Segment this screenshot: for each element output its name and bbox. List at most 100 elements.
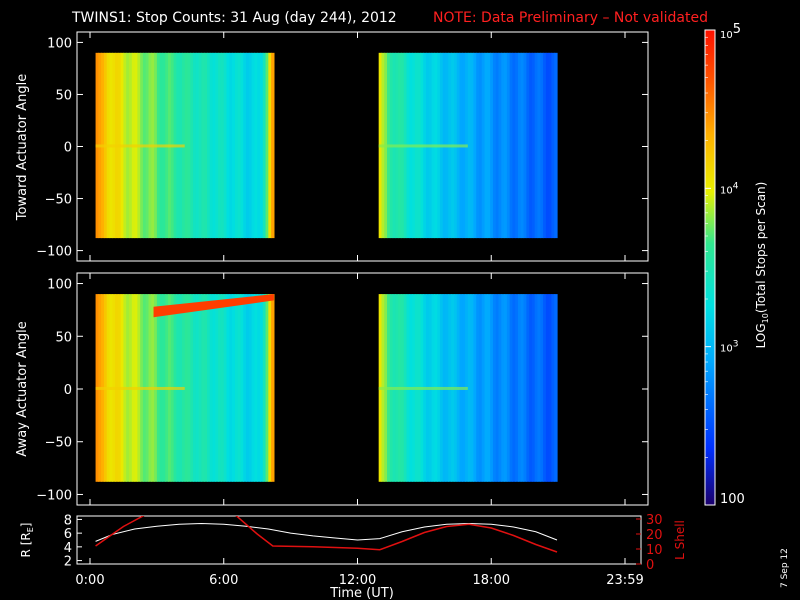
away-y-label: Away Actuator Angle [15,321,30,456]
colorbar-tick-exponent: 3 [733,340,739,350]
heatmap-cell [504,52,508,239]
heatmap-cell [246,52,250,239]
y-tick-label: −50 [45,193,72,208]
heatmap-cell [234,294,239,482]
colorbar-label-log: LOG [754,323,768,348]
radius-label-sub: E [26,527,35,532]
radius-label-main: R [R [19,532,33,557]
heatmap-cell [209,294,214,482]
heatmap-cell [523,294,527,482]
heatmap-cell [262,294,267,482]
toward-heatmap [95,52,558,239]
zero-angle-stripe [378,144,468,148]
toward-y-axis: 100 50 0 −50 −100 [36,32,648,261]
l-shell-tick-label: 30 [646,513,663,528]
away-panel: 100 50 0 −50 −100 Away Actuator Angle [15,272,649,506]
heatmap-cell [518,294,522,482]
heatmap-cell [254,52,258,239]
heatmap-cell [190,294,194,482]
heatmap-cell [490,52,494,239]
heatmap-cell [487,52,491,239]
y-tick-label: 0 [64,383,72,398]
heatmap-cell [534,294,539,482]
heatmap-cell [531,294,536,482]
heatmap-cell [201,52,205,239]
heatmap-cell [509,294,514,482]
heatmap-cell [215,294,219,482]
time-tick-label: 6:00 [209,573,238,588]
time-tick-label: 12:00 [339,573,376,588]
heatmap-cell [526,52,530,239]
radius-axis-label: R [RE] [19,523,35,558]
colorbar-tick-label: 104 [720,181,739,196]
heatmap-cell [484,294,488,482]
heatmap-cell [265,294,269,482]
radius-line [95,523,558,542]
heatmap-cell [554,294,558,482]
radius-tick-label: 6 [64,527,72,542]
heatmap-cell [251,52,256,239]
heatmap-cell [240,52,244,239]
heatmap-cell [248,294,253,482]
heatmap-cell [229,294,233,482]
heatmap-cell [540,294,544,482]
heatmap-cell [240,294,244,482]
heatmap-cell [512,294,516,482]
time-axis-label: Time (UT) [329,586,394,600]
chart-title: TWINS1: Stop Counts: 31 Aug (day 244), 2… [71,10,397,26]
heatmap-cell [543,52,547,239]
heatmap-cell [554,52,558,239]
y-tick-label: 50 [55,330,72,345]
heatmap-cell [271,294,275,482]
heatmap-cell [232,294,236,482]
colorbar-tick-base: 100 [720,492,745,507]
heatmap-cell [223,52,228,239]
heatmap-cell [498,52,502,239]
heatmap-cell [254,294,258,482]
away-y-axis: 100 50 0 −50 −100 [36,273,648,505]
heatmap-cell [226,294,230,482]
heatmap-cell [243,52,247,239]
colorbar-tick-label: 100 [720,492,745,507]
generation-date: 7 Sep 12 [780,548,790,588]
heatmap-cell [187,294,191,482]
heatmap-cell [184,294,189,482]
heatmap-cell [257,52,261,239]
heatmap-cell [218,294,222,482]
heatmap-cell [495,294,500,482]
heatmap-cell [548,294,553,482]
l-shell-axis-label: L Shell [673,520,687,560]
heatmap-cell [537,52,541,239]
heatmap-cell [548,52,553,239]
y-tick-label: 0 [64,141,72,156]
heatmap-cell [506,294,511,482]
away-heatmap [95,294,558,482]
heatmap-cell [473,52,477,239]
heatmap-cell [204,52,208,239]
heatmap-cell [478,52,483,239]
heatmap-cell [209,52,214,239]
heatmap-cell [268,294,272,482]
heatmap-cell [187,52,191,239]
heatmap-cell [487,294,491,482]
heatmap-cell [220,294,225,482]
heatmap-cell [212,52,216,239]
heatmap-cell [248,52,253,239]
radius-tick-label: 2 [64,555,72,570]
heatmap-cell [198,52,203,239]
heatmap-cell [551,52,555,239]
heatmap-cell [193,52,197,239]
time-tick-label: 18:00 [473,573,510,588]
heatmap-cell [271,52,275,239]
colorbar-tick-label: 105 [720,22,741,41]
y-tick-label: −100 [36,245,72,260]
y-tick-label: 100 [47,36,72,51]
heatmap-cell [515,294,519,482]
l-shell-tick-label: 10 [646,543,663,558]
heatmap-cell [481,52,486,239]
heatmap-cell [476,52,480,239]
heatmap-cell [545,52,550,239]
colorbar-label-sub: 10 [761,313,770,323]
time-tick-label: 23:59 [606,573,643,588]
